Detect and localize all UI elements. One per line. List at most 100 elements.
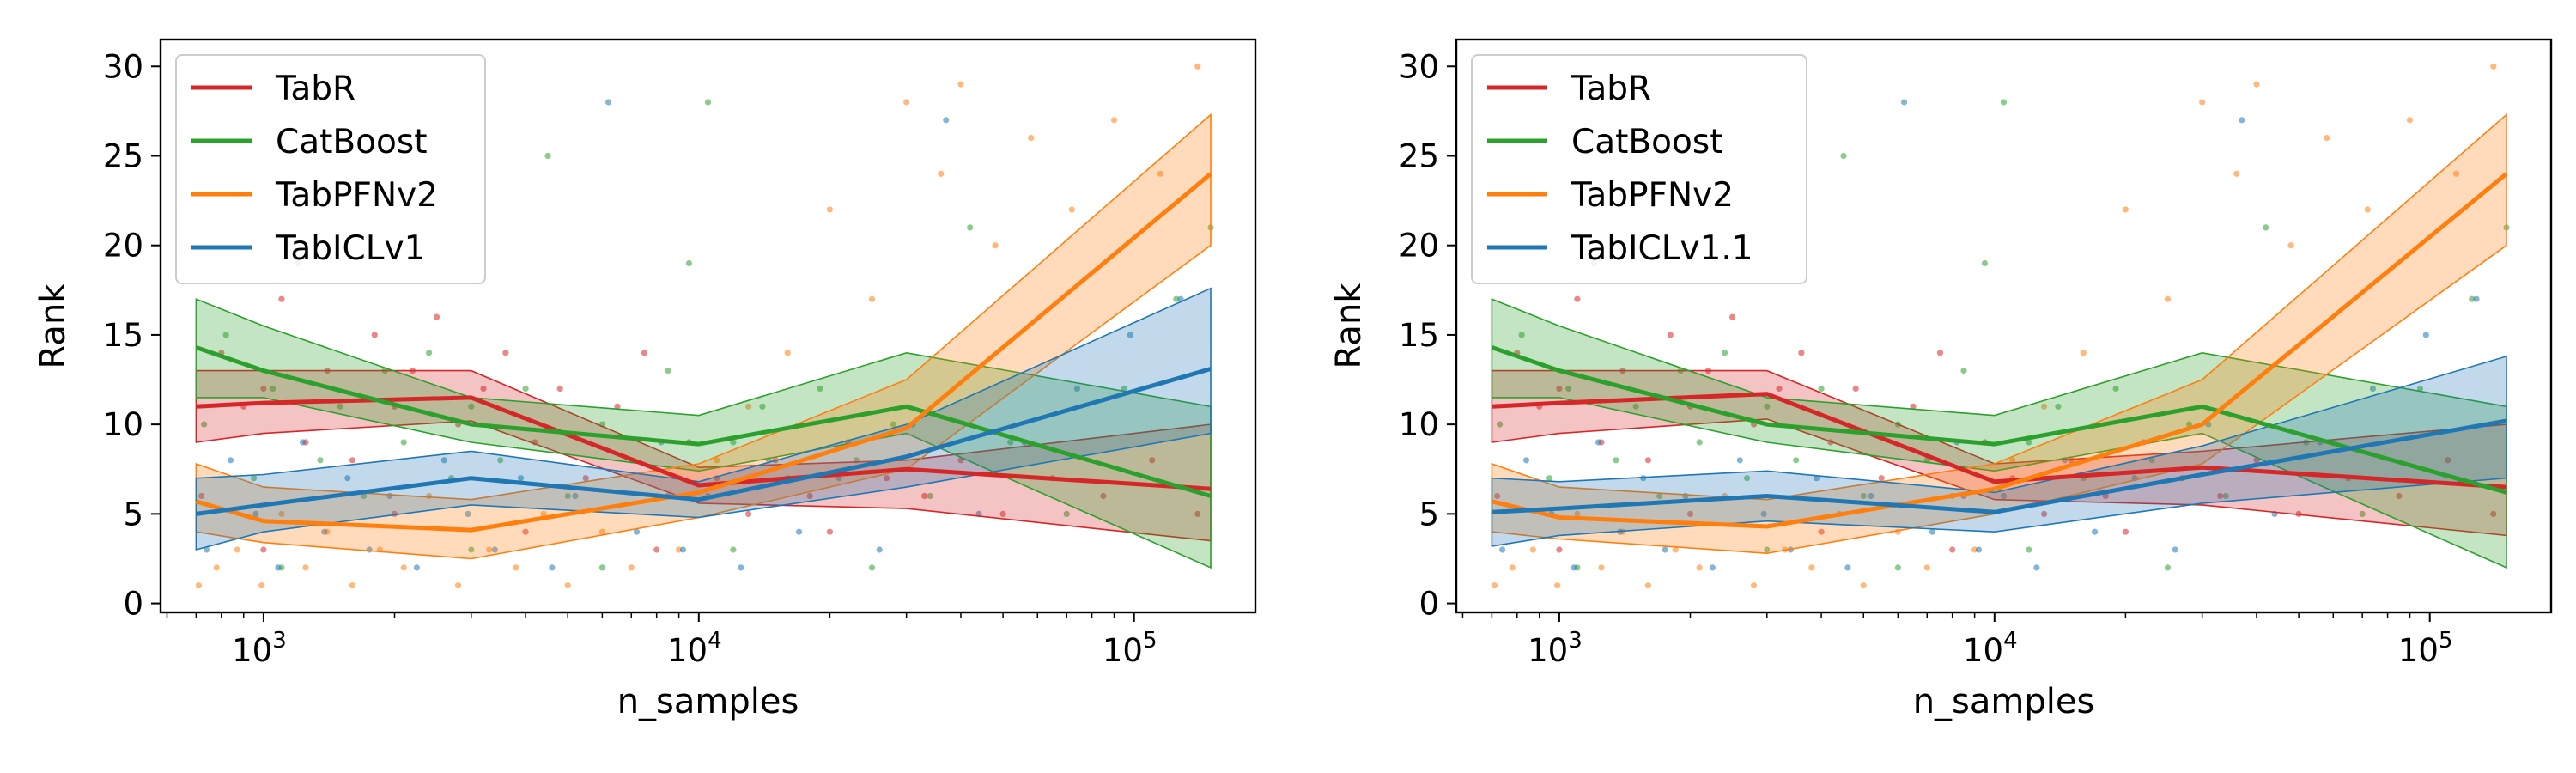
- scatter-point-TabPFNv2: [1672, 546, 1679, 553]
- scatter-point-TabPFNv2: [938, 170, 945, 177]
- scatter-point-CatBoost: [1860, 492, 1867, 500]
- scatter-point-TabR: [198, 492, 205, 500]
- scatter-point-CatBoost: [1613, 457, 1619, 464]
- scatter-point-TabPFNv2: [1554, 582, 1561, 589]
- scatter-point-TabICLv1.1: [1975, 546, 1983, 553]
- scatter-point-CatBoost: [1656, 492, 1663, 500]
- x-tick-label: 105: [1103, 628, 1157, 669]
- scatter-point-CatBoost: [201, 421, 208, 428]
- scatter-point-TabICLv1: [275, 564, 282, 571]
- scatter-point-TabPFNv2: [2452, 170, 2460, 177]
- scatter-point-TabICLv1: [517, 475, 525, 482]
- scatter-point-TabR: [371, 332, 378, 338]
- scatter-point-CatBoost: [817, 385, 823, 393]
- scatter-point-TabR: [522, 528, 529, 535]
- legend-box: [1471, 54, 1807, 284]
- scatter-point-TabICLv1.1: [2172, 546, 2178, 553]
- scatter-point-CatBoost: [222, 332, 229, 338]
- chart-panel-1: 0 5 10 15 20 25 30 103 104 105 n_samples Rank TabR Ca…: [33, 38, 1257, 721]
- scatter-point-CatBoost: [2416, 385, 2423, 393]
- scatter-point-TabPFNv2: [2199, 99, 2206, 106]
- trend-line-CatBoost: [1491, 345, 2507, 495]
- scatter-point-TabICLv1.1: [2473, 295, 2480, 302]
- scatter-point-TabR: [1574, 295, 1581, 302]
- scatter-point-TabPFNv2: [1808, 564, 1815, 571]
- scatter-point-TabICLv1.1: [1662, 546, 1668, 553]
- scatter-point-CatBoost: [2112, 385, 2119, 393]
- scatter-point-TabPFNv2: [1644, 582, 1651, 589]
- scatter-point-TabICLv1.1: [2239, 117, 2245, 124]
- scatter-point-CatBoost: [868, 564, 876, 571]
- scatter-point-TabPFNv2: [2406, 117, 2414, 124]
- scatter-point-TabR: [2490, 510, 2497, 518]
- scatter-point-TabPFNv2: [598, 528, 606, 535]
- y-tick-label: 30: [103, 48, 143, 85]
- x-tick-label: 105: [2398, 628, 2453, 669]
- scatter-point-TabICLv1.1: [1813, 475, 1820, 482]
- scatter-point-TabR: [1194, 510, 1201, 518]
- y-tick-label: 20: [103, 228, 143, 265]
- y-tick-label: 0: [123, 586, 143, 623]
- scatter-point-TabR: [480, 385, 487, 393]
- y-axis-label: Rank: [33, 283, 73, 369]
- scatter-point-TabPFNv2: [2364, 206, 2371, 213]
- scatter-point-TabICLv1: [605, 99, 612, 106]
- scatter-point-CatBoost: [1960, 368, 1967, 374]
- scatter-point-CatBoost: [2164, 564, 2172, 571]
- scatter-point-CatBoost: [1497, 421, 1504, 428]
- scatter-point-TabR: [1100, 492, 1107, 500]
- y-tick-label: 10: [103, 406, 143, 443]
- scatter-point-CatBoost: [2026, 439, 2032, 446]
- scatter-point-CatBoost: [1818, 385, 1825, 393]
- scatter-point-TabICLv1.1: [2422, 332, 2429, 338]
- scatter-point-CatBoost: [598, 564, 606, 571]
- scatter-point-TabICLv1.1: [1844, 564, 1851, 571]
- trend-line-TabR: [196, 395, 1212, 491]
- scatter-point-TabICLv1: [252, 510, 259, 518]
- scatter-point-TabPFNv2: [540, 510, 547, 518]
- scatter-point-TabR: [1936, 350, 1944, 356]
- scatter-point-TabPFNv2: [2490, 63, 2497, 70]
- scatter-point-TabPFNv2: [745, 403, 752, 410]
- scatter-point-TabR: [1686, 510, 1694, 518]
- trend-line-TabICLv1: [196, 367, 1212, 516]
- scatter-point-TabPFNv2: [1028, 135, 1035, 142]
- scatter-point-TabICLv1.1: [2092, 528, 2099, 535]
- scatter-point-TabR: [278, 295, 285, 302]
- scatter-point-TabICLv1: [1127, 332, 1133, 338]
- scatter-point-TabPFNv2: [302, 564, 309, 571]
- scatter-point-TabICLv1: [465, 510, 471, 518]
- scatter-point-TabPFNv2: [2287, 242, 2294, 249]
- scatter-point-TabPFNv2: [2324, 135, 2330, 142]
- scatter-point-TabICLv1: [738, 564, 744, 571]
- scatter-point-TabR: [641, 350, 648, 356]
- scatter-point-TabR: [999, 510, 1006, 518]
- scatter-point-TabICLv1.1: [1709, 564, 1716, 571]
- x-tick-label: 103: [232, 628, 287, 669]
- scatter-point-TabPFNv2: [1923, 564, 1930, 571]
- scatter-point-TabPFNv2: [1509, 564, 1516, 571]
- scatter-point-CatBoost: [1696, 439, 1703, 446]
- scatter-point-TabPFNv2: [1068, 206, 1075, 213]
- scatter-point-CatBoost: [665, 368, 671, 374]
- scatter-point-TabPFNv2: [903, 99, 910, 106]
- scatter-point-CatBoost: [890, 421, 897, 428]
- confidence-band-TabPFNv2: [195, 113, 1212, 560]
- scatter-point-TabPFNv2: [1157, 170, 1164, 177]
- scatter-point-TabR: [2122, 528, 2129, 535]
- scatter-point-CatBoost: [497, 457, 504, 464]
- scatter-point-TabR: [826, 528, 834, 535]
- scatter-point-TabPFNv2: [213, 564, 220, 571]
- scatter-point-TabPFNv2: [2122, 206, 2129, 213]
- scatter-point-TabPFNv2: [868, 295, 876, 302]
- scatter-point-CatBoost: [2263, 224, 2269, 231]
- trend-line-TabPFNv2: [1491, 172, 2508, 529]
- scatter-point-TabR: [2217, 492, 2224, 500]
- scatter-point-TabICLv1: [491, 546, 498, 553]
- scatter-point-CatBoost: [1007, 439, 1014, 446]
- scatter-point-TabICLv1.1: [1522, 457, 1530, 464]
- scatter-point-CatBoost: [2000, 99, 2008, 106]
- scatter-point-CatBoost: [1764, 546, 1771, 553]
- scatter-point-TabR: [1667, 332, 1674, 338]
